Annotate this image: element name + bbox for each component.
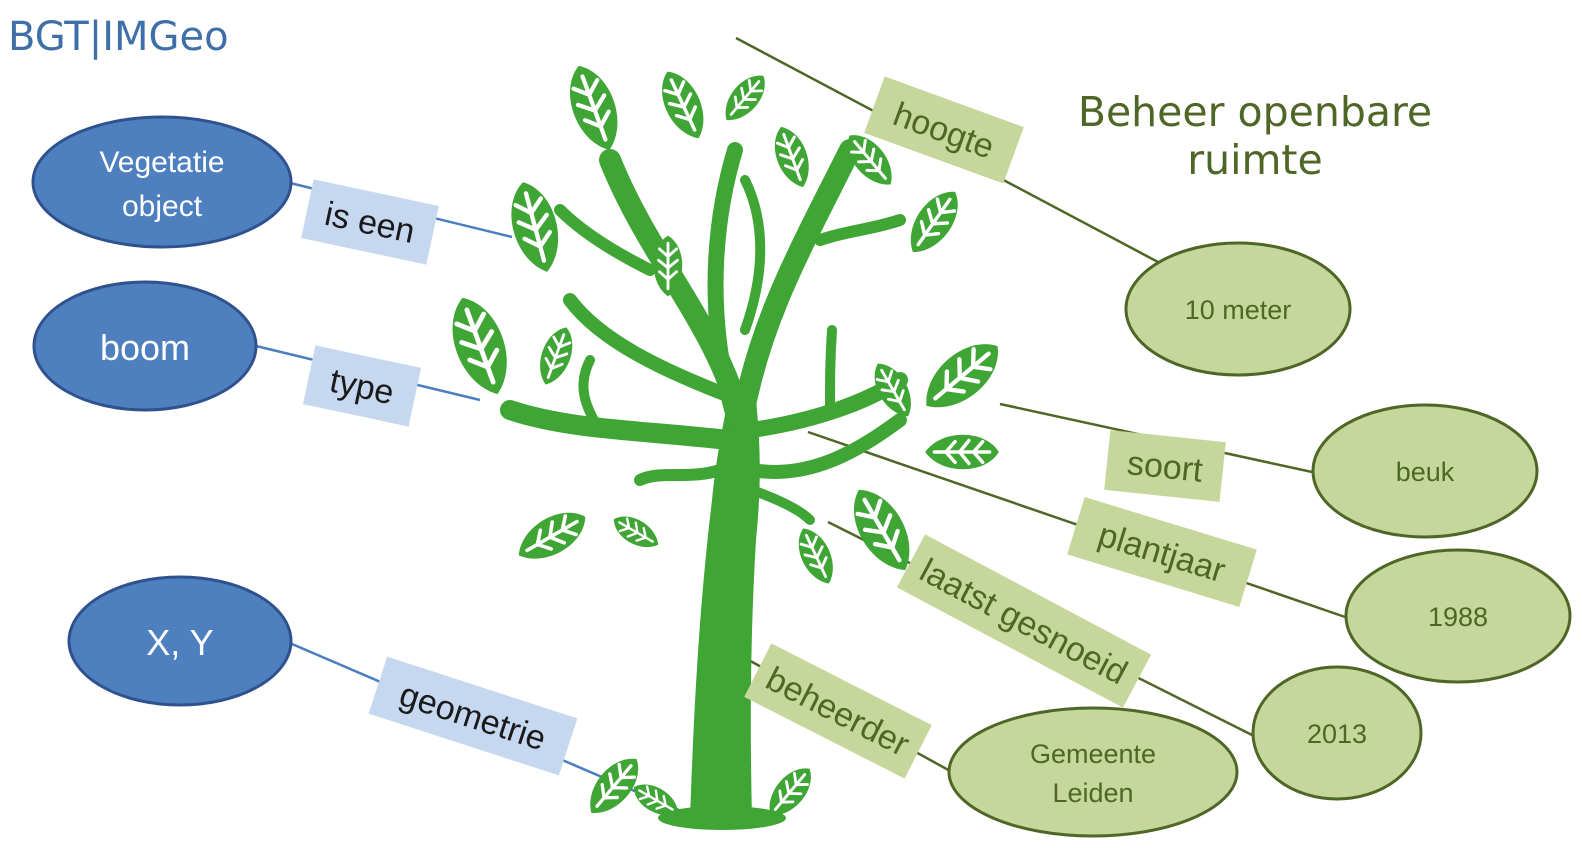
leaf-icon <box>912 330 1011 423</box>
value-gemeente-leiden-line-2: Leiden <box>1052 778 1133 808</box>
node-boom-label: boom <box>100 327 190 368</box>
leaf-icon <box>440 290 520 403</box>
node-boom: boom <box>32 280 258 412</box>
value-beuk-label: beuk <box>1396 457 1455 487</box>
relation-type: type <box>302 345 422 427</box>
leaf-icon <box>559 59 629 158</box>
value-2013-label: 2013 <box>1307 719 1367 749</box>
relation-soort: soort <box>1104 430 1226 502</box>
tree-trunk <box>690 400 760 820</box>
value-10-meter: 10 meter <box>1124 241 1352 377</box>
node-xy: X, Y <box>67 575 293 707</box>
relation-plantjaar: plantjaar <box>1067 496 1257 608</box>
leaf-icon <box>765 120 819 194</box>
heading-line-1: Beheer openbare <box>1077 88 1433 136</box>
leaf-icon <box>650 62 716 148</box>
value-1988: 1988 <box>1344 548 1572 684</box>
tree-base <box>658 806 786 830</box>
node-vegetatie-object: Vegetatie object <box>31 115 293 249</box>
relation-geometrie: geometrie <box>368 656 578 776</box>
leaf-icon <box>530 321 582 391</box>
relation-is-een: is een <box>301 179 439 265</box>
value-gemeente-leiden: Gemeente Leiden <box>947 706 1239 838</box>
leaf-icon <box>897 180 971 264</box>
node-xy-label: X, Y <box>146 622 213 663</box>
tree-illustration <box>440 59 1012 830</box>
leaf-icon <box>923 433 1001 471</box>
tree-branches <box>500 139 908 525</box>
leaf-icon <box>606 507 666 557</box>
relation-soort-label: soort <box>1125 444 1205 490</box>
leaf-icon <box>788 521 844 591</box>
node-vegetatie-line-2: object <box>122 190 203 223</box>
leaf-icon <box>507 499 597 573</box>
node-vegetatie-line-1: Vegetatie <box>99 146 224 179</box>
diagram-heading: Beheer openbare ruimte <box>1060 88 1450 184</box>
value-2013: 2013 <box>1251 665 1423 801</box>
relation-beheerder: beheerder <box>744 643 932 779</box>
leaf-icon <box>502 177 568 278</box>
value-1988-label: 1988 <box>1428 602 1488 632</box>
value-beuk: beuk <box>1311 403 1539 539</box>
value-10-meter-label: 10 meter <box>1185 295 1292 325</box>
leaf-icon <box>714 65 776 131</box>
relation-laatst-gesnoeid-label: laatst gesnoeid <box>914 551 1134 692</box>
page-title: BGT|IMGeo <box>8 14 229 60</box>
value-gemeente-leiden-line-1: Gemeente <box>1030 739 1156 769</box>
heading-line-2: ruimte <box>1187 136 1323 184</box>
